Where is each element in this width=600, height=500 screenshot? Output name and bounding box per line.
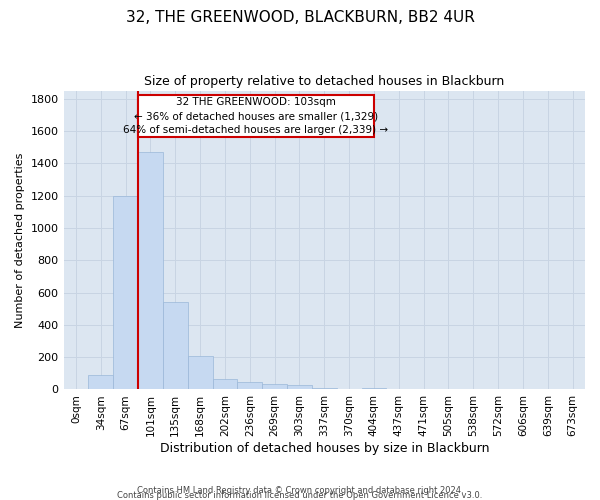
Text: Contains public sector information licensed under the Open Government Licence v3: Contains public sector information licen…	[118, 490, 482, 500]
Text: Contains HM Land Registry data © Crown copyright and database right 2024.: Contains HM Land Registry data © Crown c…	[137, 486, 463, 495]
Bar	[188, 356, 212, 390]
Bar	[337, 388, 362, 390]
Bar	[262, 384, 287, 390]
Text: 32, THE GREENWOOD, BLACKBURN, BB2 4UR: 32, THE GREENWOOD, BLACKBURN, BB2 4UR	[125, 10, 475, 25]
Bar	[163, 302, 188, 390]
Title: Size of property relative to detached houses in Blackburn: Size of property relative to detached ho…	[144, 75, 505, 88]
Y-axis label: Number of detached properties: Number of detached properties	[15, 152, 25, 328]
Bar	[362, 388, 386, 390]
FancyBboxPatch shape	[138, 96, 374, 136]
Bar	[88, 375, 113, 390]
Bar	[138, 152, 163, 390]
Text: 32 THE GREENWOOD: 103sqm
← 36% of detached houses are smaller (1,329)
64% of sem: 32 THE GREENWOOD: 103sqm ← 36% of detach…	[124, 97, 389, 135]
X-axis label: Distribution of detached houses by size in Blackburn: Distribution of detached houses by size …	[160, 442, 489, 455]
Bar	[238, 382, 262, 390]
Bar	[287, 385, 312, 390]
Bar	[113, 196, 138, 390]
Bar	[212, 379, 238, 390]
Bar	[312, 388, 337, 390]
